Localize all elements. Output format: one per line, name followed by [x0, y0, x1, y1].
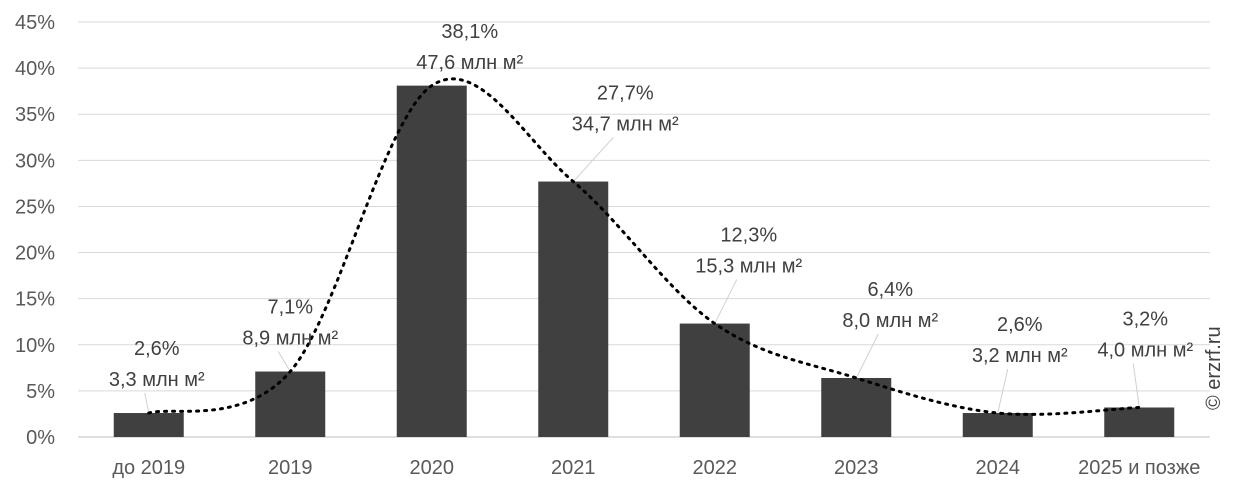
data-label-percent: 2,6%: [997, 314, 1043, 336]
bar: [113, 413, 184, 437]
data-label-area: 3,2 млн м²: [972, 345, 1068, 367]
data-label-percent: 2,6%: [134, 338, 180, 360]
bars: [113, 85, 1175, 437]
data-label-area: 15,3 млн м²: [695, 256, 802, 278]
leader-line: [997, 368, 1009, 414]
bar: [1104, 407, 1175, 437]
y-axis-ticks: 0% 5% 10% 15% 20% 25% 30% 35% 40% 45%: [15, 12, 55, 449]
x-tick-label: 2023: [834, 457, 879, 479]
x-tick-label: 2025 и позже: [1078, 457, 1200, 479]
bar: [255, 371, 326, 437]
bar: [679, 323, 750, 437]
bar: [821, 377, 892, 437]
leader-line: [855, 333, 879, 379]
bar: [538, 181, 609, 437]
x-tick-label: 2021: [551, 457, 596, 479]
x-tick-label: 2024: [976, 457, 1021, 479]
data-label-percent: 3,2%: [1122, 308, 1168, 330]
y-tick-label: 45%: [15, 12, 55, 34]
y-tick-label: 0%: [26, 427, 55, 449]
x-tick-label: 2020: [410, 457, 455, 479]
data-label-percent: 6,4%: [867, 279, 913, 301]
x-axis-ticks: до 2019 2019 2020 2021 2022 2023 2024 2025 и по…: [112, 457, 1200, 479]
bar: [396, 85, 467, 437]
data-label-area: 4,0 млн м²: [1097, 339, 1193, 361]
data-label-percent: 7,1%: [267, 297, 313, 319]
data-label-percent: 12,3%: [720, 225, 777, 247]
leader-line: [1132, 363, 1140, 408]
x-tick-label: 2022: [693, 457, 738, 479]
leader-lines: [144, 137, 1140, 414]
watermark: © erzrf.ru: [1203, 326, 1225, 410]
data-label-area: 8,9 млн м²: [242, 328, 338, 350]
bar: [962, 413, 1033, 437]
y-tick-label: 15%: [15, 289, 55, 311]
leader-line: [572, 137, 614, 182]
y-tick-label: 5%: [26, 381, 55, 403]
x-tick-label: до 2019: [112, 457, 185, 479]
y-tick-label: 30%: [15, 150, 55, 172]
y-tick-label: 20%: [15, 243, 55, 265]
y-tick-label: 25%: [15, 196, 55, 218]
data-label-area: 34,7 млн м²: [572, 114, 679, 136]
leader-line: [714, 279, 738, 324]
leader-line: [277, 351, 291, 372]
leader-line: [144, 392, 150, 414]
trend-line: [147, 77, 1141, 416]
data-label-area: 8,0 млн м²: [842, 310, 938, 332]
y-tick-label: 10%: [15, 335, 55, 357]
y-tick-label: 40%: [15, 58, 55, 80]
data-label-area: 3,3 млн м²: [109, 369, 205, 391]
y-tick-label: 35%: [15, 104, 55, 126]
data-label-percent: 38,1%: [441, 21, 498, 43]
data-labels: 2,6% 3,3 млн м² 7,1% 8,9 млн м² 38,1% 47,6 мл…: [109, 21, 1194, 391]
data-label-area: 47,6 млн м²: [416, 52, 523, 74]
x-tick-label: 2019: [268, 457, 313, 479]
data-label-percent: 27,7%: [597, 83, 654, 105]
